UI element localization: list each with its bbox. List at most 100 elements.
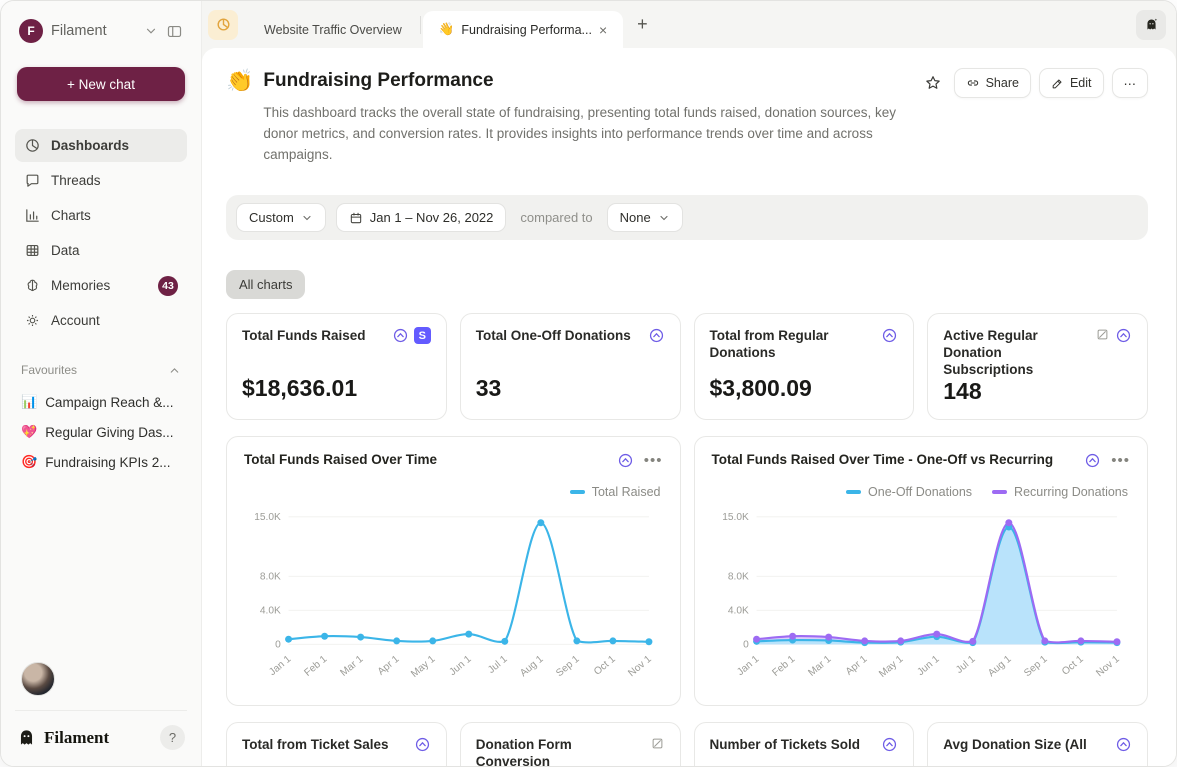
workspace-name: Filament (51, 23, 136, 39)
favourites-header[interactable]: Favourites (21, 363, 181, 377)
tab-label: Fundraising Performa... (461, 23, 592, 37)
circled-chevron-icon (881, 327, 898, 344)
kpi-value: 33 (476, 375, 665, 406)
svg-text:Aug 1: Aug 1 (986, 653, 1014, 679)
chart-card-total-funds-over-time[interactable]: Total Funds Raised Over Time ••• Total R… (226, 436, 681, 706)
sidebar-item-dashboards[interactable]: Dashboards (15, 129, 187, 162)
compared-to-label: compared to (516, 210, 596, 225)
circled-chevron-icon (392, 327, 409, 344)
kpi-card-avg-donation-size[interactable]: Avg Donation Size (All (927, 722, 1148, 766)
footer-brand: Filament (44, 728, 152, 748)
svg-text:8.0K: 8.0K (727, 572, 748, 583)
new-chat-button[interactable]: + New chat (17, 67, 185, 101)
circled-chevron-icon (1115, 736, 1132, 753)
circled-chevron-icon (881, 736, 898, 753)
legend-label: One-Off Donations (868, 485, 972, 499)
svg-text:Sep 1: Sep 1 (554, 653, 582, 679)
workspace-switcher[interactable]: F Filament (15, 17, 187, 45)
sidebar-item-account[interactable]: Account (15, 304, 187, 337)
chevron-down-icon (658, 212, 670, 224)
link-icon (966, 76, 980, 90)
kpi-card-active-subscriptions[interactable]: Active Regular Donation Subscriptions 14… (927, 313, 1148, 420)
help-button[interactable]: ? (160, 725, 185, 750)
kpi-card-total-one-off-donations[interactable]: Total One-Off Donations 33 (460, 313, 681, 420)
kpi-title: Avg Donation Size (All (943, 736, 1107, 753)
chevron-up-icon (168, 364, 181, 377)
legend-item: Recurring Donations (992, 485, 1128, 499)
chat-bubble-icon (24, 172, 41, 189)
kpi-title: Total from Ticket Sales (242, 736, 406, 753)
share-button[interactable]: Share (954, 68, 1031, 98)
favourite-item[interactable]: 📊 Campaign Reach &... (15, 387, 187, 417)
legend-dash (570, 490, 585, 494)
compare-value: None (620, 210, 651, 225)
svg-text:May 1: May 1 (409, 653, 438, 679)
sidebar-item-data[interactable]: Data (15, 234, 187, 267)
svg-text:Mar 1: Mar 1 (339, 653, 366, 678)
kpi-card-ticket-sales[interactable]: Total from Ticket Sales (226, 722, 447, 766)
favourites-label: Favourites (21, 363, 77, 377)
sidebar-collapse-icon[interactable] (166, 23, 183, 40)
sidebar-item-charts[interactable]: Charts (15, 199, 187, 232)
svg-text:Jan 1: Jan 1 (267, 653, 293, 678)
svg-text:8.0K: 8.0K (260, 572, 281, 583)
chart-title: Total Funds Raised Over Time - One-Off v… (712, 452, 1085, 467)
gear-icon (24, 312, 41, 329)
memories-count-badge: 43 (158, 276, 178, 296)
kpi-card-total-regular-donations[interactable]: Total from Regular Donations $3,800.09 (694, 313, 915, 420)
heart-emoji-icon: 💖 (21, 424, 37, 440)
tab-close-icon[interactable]: × (599, 23, 607, 37)
kpi-card-total-funds-raised[interactable]: Total Funds Raised S $18,636.01 (226, 313, 447, 420)
legend-label: Total Raised (592, 485, 661, 499)
user-avatar[interactable] (21, 662, 55, 696)
chevron-down-icon[interactable] (144, 24, 158, 38)
tab-fundraising-performance[interactable]: 👋 Fundraising Performa... × (423, 11, 623, 48)
chart-legend: Total Raised (246, 485, 661, 499)
favourite-item[interactable]: 🎯 Fundraising KPIs 2... (15, 447, 187, 477)
svg-text:15.0K: 15.0K (254, 512, 281, 523)
legend-dash (992, 490, 1007, 494)
svg-text:Apr 1: Apr 1 (376, 653, 402, 677)
svg-text:Aug 1: Aug 1 (518, 653, 546, 679)
svg-text:Feb 1: Feb 1 (770, 653, 797, 678)
chart-more-button[interactable]: ••• (644, 452, 663, 469)
chart-card-oneoff-vs-recurring[interactable]: Total Funds Raised Over Time - One-Off v… (694, 436, 1149, 706)
svg-text:Jul 1: Jul 1 (486, 653, 510, 675)
svg-text:Oct 1: Oct 1 (1060, 653, 1086, 677)
new-tab-button[interactable]: + (625, 14, 660, 35)
chart-more-button[interactable]: ••• (1111, 452, 1130, 469)
pie-chart-icon (24, 137, 41, 154)
all-charts-chip[interactable]: All charts (226, 270, 305, 299)
svg-text:4.0K: 4.0K (727, 606, 748, 617)
more-options-button[interactable]: ⋯ (1112, 68, 1149, 98)
legend-label: Recurring Donations (1014, 485, 1128, 499)
chart-legend: One-Off Donations Recurring Donations (714, 485, 1129, 499)
date-range-picker[interactable]: Jan 1 – Nov 26, 2022 (336, 203, 507, 232)
sidebar-item-label: Threads (51, 173, 101, 188)
svg-text:4.0K: 4.0K (260, 606, 281, 617)
favourite-item[interactable]: 💖 Regular Giving Das... (15, 417, 187, 447)
sidebar-nav: Dashboards Threads Charts Data (15, 129, 187, 337)
sidebar-item-label: Data (51, 243, 80, 258)
bottom-card-row: Total from Ticket Sales Donation Form Co… (226, 722, 1148, 766)
svg-text:Mar 1: Mar 1 (806, 653, 833, 678)
tab-website-traffic-overview[interactable]: Website Traffic Overview (248, 11, 418, 48)
favourite-star-icon[interactable] (920, 70, 946, 96)
sidebar-item-threads[interactable]: Threads (15, 164, 187, 197)
svg-text:Nov 1: Nov 1 (626, 653, 654, 679)
circled-chevron-icon (648, 327, 665, 344)
edit-button[interactable]: Edit (1039, 68, 1104, 98)
kpi-card-tickets-sold[interactable]: Number of Tickets Sold (694, 722, 915, 766)
note-icon (650, 736, 665, 751)
compare-select[interactable]: None (607, 203, 683, 232)
line-chart-total-raised[interactable]: 04.0K8.0K15.0KJan 1Feb 1Mar 1Apr 1May 1J… (244, 499, 663, 699)
ghost-snapshot-button[interactable] (1136, 10, 1166, 40)
clapping-hands-emoji-icon: 👏 (226, 68, 253, 94)
date-range-type-select[interactable]: Custom (236, 203, 326, 232)
kpi-title: Total Funds Raised (242, 327, 384, 344)
dashboards-home-tab-button[interactable] (208, 10, 238, 40)
tab-label: Website Traffic Overview (264, 23, 402, 37)
sidebar-item-memories[interactable]: Memories 43 (15, 269, 187, 302)
area-chart-oneoff-vs-recurring[interactable]: 04.0K8.0K15.0KJan 1Feb 1Mar 1Apr 1May 1J… (712, 499, 1131, 699)
kpi-card-donation-form-conversion[interactable]: Donation Form Conversion (460, 722, 681, 766)
